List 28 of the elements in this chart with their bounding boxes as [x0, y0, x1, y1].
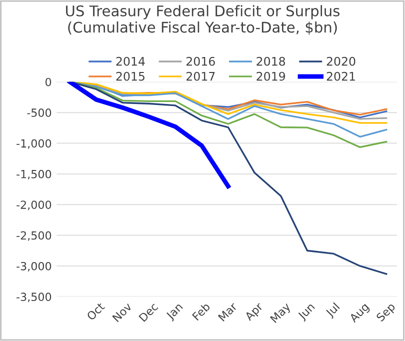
y-tick-label: 0: [46, 78, 52, 86]
x-tick-label: Feb: [192, 302, 211, 321]
y-tick-label: -500: [27, 108, 52, 117]
x-tick-label: Jun: [297, 302, 316, 322]
legend-label: 2020: [326, 56, 356, 66]
y-tick-label: -2,000: [16, 200, 52, 210]
legend-label: 2015: [116, 72, 144, 81]
y-tick-label: -3,500: [16, 292, 52, 302]
legend-label: 2019: [256, 72, 286, 81]
x-tick-label: Jul: [324, 302, 342, 319]
legend-label: 2018: [256, 56, 286, 66]
x-tick-label: Jan: [165, 302, 185, 322]
legend-label: 2014: [116, 56, 145, 66]
y-tick-label: -1,500: [16, 170, 52, 180]
x-tick-label: Dec: [138, 302, 158, 322]
x-tick-label: Nov: [112, 302, 132, 322]
x-tick-label: Mar: [218, 302, 238, 322]
y-tick-label: -1,000: [16, 139, 52, 149]
chart-title: US Treasury Federal Deficit or Surplus (Cumulative Fiscal Year-to-Date, $bn): [66, 5, 340, 35]
y-tick-label: -2,500: [16, 231, 52, 241]
legend-label: 2021: [326, 72, 355, 81]
legend-label: 2016: [186, 56, 215, 66]
legend-label: 2017: [186, 72, 215, 81]
x-tick-label: Apr: [244, 302, 266, 323]
y-tick-label: -3,000: [16, 262, 52, 272]
line-series: [68, 82, 230, 188]
x-tick-label: Sep: [376, 302, 398, 324]
x-tick-label: Oct: [86, 302, 106, 321]
